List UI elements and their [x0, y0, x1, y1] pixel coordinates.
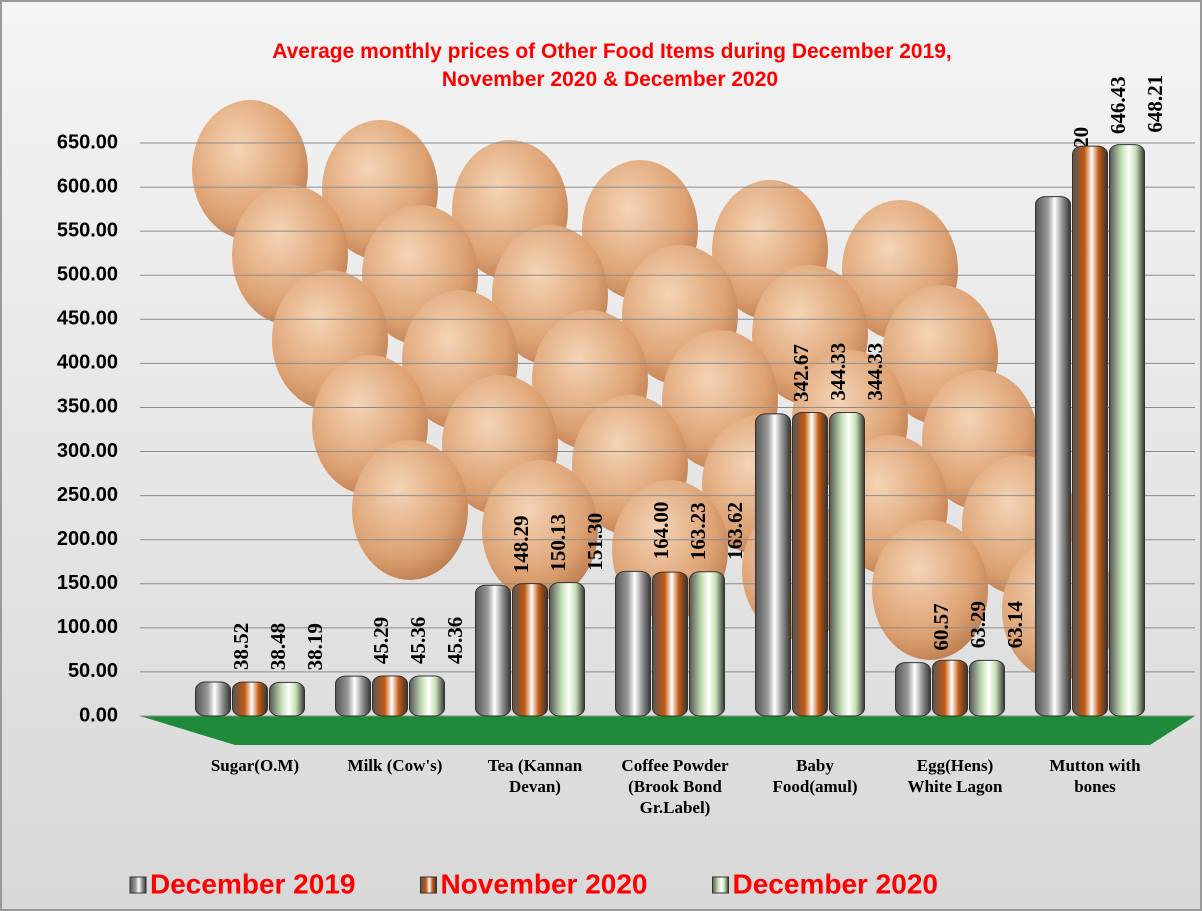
value-label: 163.23	[686, 502, 710, 560]
bar	[373, 676, 408, 716]
legend-label: December 2020	[733, 868, 938, 899]
x-tick-label: Milk (Cow's)	[335, 755, 455, 776]
legend-swatch	[130, 877, 146, 893]
value-label: 344.33	[826, 343, 850, 401]
chart: Average monthly prices of Other Food Ite…	[0, 0, 1202, 911]
bar	[410, 676, 445, 716]
value-label: 38.52	[229, 623, 253, 670]
egg	[352, 440, 468, 580]
value-label: 150.13	[546, 514, 570, 572]
bar	[690, 572, 725, 716]
legend-label: November 2020	[440, 868, 647, 899]
value-label: 45.36	[406, 617, 430, 664]
x-tick-label: Egg(Hens) White Lagon	[895, 755, 1015, 797]
value-label: 38.48	[266, 623, 290, 670]
y-tick-label: 300.00	[57, 440, 118, 462]
floor	[140, 716, 1195, 745]
bar	[933, 660, 968, 716]
value-label: 63.14	[1003, 601, 1027, 649]
egg	[482, 460, 598, 600]
bar	[793, 412, 828, 716]
x-tick-label: Tea (Kannan Devan)	[475, 755, 595, 797]
bar	[970, 660, 1005, 716]
x-tick-label: Baby Food(amul)	[755, 755, 875, 797]
value-label: 45.36	[443, 617, 467, 664]
value-label: 646.43	[1106, 76, 1130, 134]
bar	[270, 682, 305, 716]
y-tick-label: 500.00	[57, 264, 118, 286]
bar	[1036, 197, 1071, 716]
bar	[336, 676, 371, 716]
legend-swatch	[713, 877, 729, 893]
value-label: 151.30	[583, 513, 607, 571]
value-label: 60.57	[929, 603, 953, 650]
bar	[1110, 145, 1145, 716]
y-tick-label: 250.00	[57, 484, 118, 506]
value-label: 45.29	[369, 617, 393, 664]
bar	[1073, 146, 1108, 716]
y-tick-label: 100.00	[57, 616, 118, 638]
y-tick-label: 150.00	[57, 572, 118, 594]
value-label: 648.21	[1143, 75, 1167, 133]
y-tick-label: 550.00	[57, 219, 118, 241]
bar	[653, 572, 688, 716]
bar	[756, 414, 791, 716]
legend-label: December 2019	[150, 868, 355, 899]
y-tick-label: 50.00	[68, 660, 118, 682]
bar	[616, 571, 651, 716]
bar	[896, 663, 931, 716]
y-tick-label: 200.00	[57, 528, 118, 550]
y-tick-label: 650.00	[57, 131, 118, 153]
value-label: 148.29	[509, 516, 533, 574]
legend-swatch	[420, 877, 436, 893]
bar	[233, 682, 268, 716]
y-tick-label: 400.00	[57, 352, 118, 374]
value-label: 342.67	[789, 344, 813, 402]
bar	[196, 682, 231, 716]
value-label: 164.00	[649, 502, 673, 560]
y-tick-label: 450.00	[57, 308, 118, 330]
value-label: 63.29	[966, 601, 990, 648]
x-tick-label: Sugar(O.M)	[195, 755, 315, 776]
y-tick-label: 0.00	[79, 704, 118, 726]
bar	[830, 412, 865, 716]
bar	[476, 585, 511, 716]
x-tick-label: Mutton with bones	[1035, 755, 1155, 797]
y-tick-label: 350.00	[57, 396, 118, 418]
page: Average monthly prices of Other Food Ite…	[0, 0, 1202, 911]
value-label: 344.33	[863, 343, 887, 401]
value-label: 38.19	[303, 623, 327, 670]
y-tick-label: 600.00	[57, 175, 118, 197]
x-tick-label: Coffee Powder (Brook Bond Gr.Label)	[615, 755, 735, 818]
value-label: 163.62	[723, 502, 747, 560]
bar	[550, 583, 585, 716]
bar	[513, 584, 548, 716]
